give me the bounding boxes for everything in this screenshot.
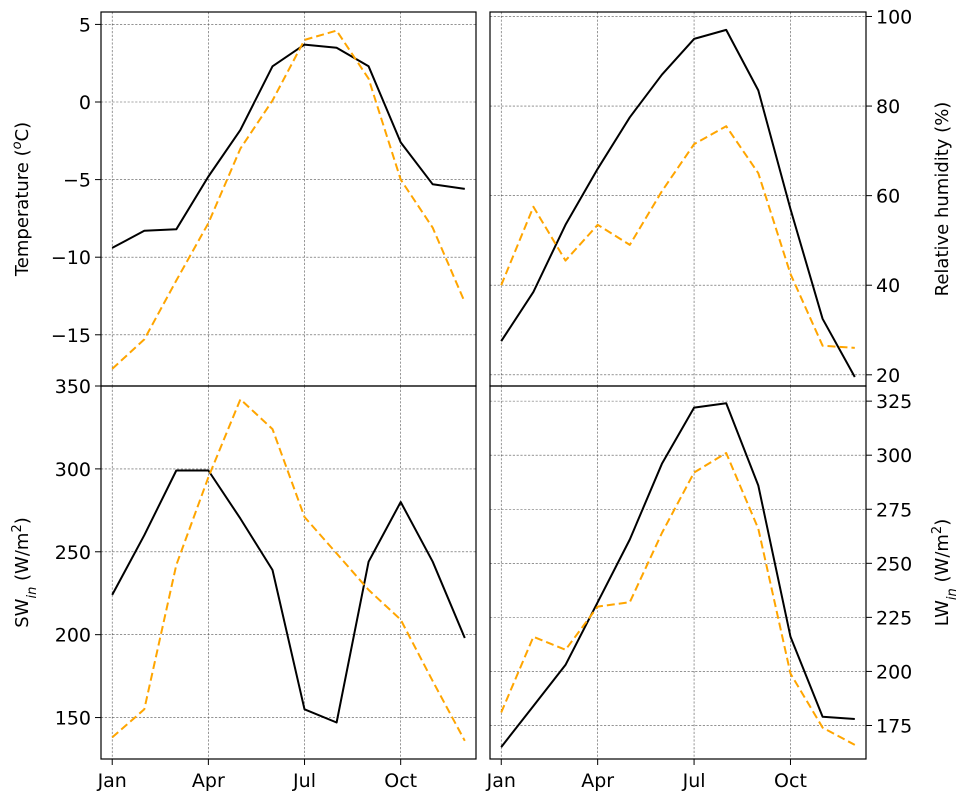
y-tick-label: 175 (876, 715, 912, 737)
y-tick-label: 200 (876, 661, 912, 683)
y-tick-label: 350 (55, 376, 91, 398)
x-tick-label: Jan (97, 770, 127, 792)
x-tick-label: Jan (486, 770, 516, 792)
x-tick-label: Jul (292, 770, 316, 792)
y-tick-label: 0 (79, 92, 91, 114)
y-tick-label: 250 (55, 542, 91, 564)
x-tick-label: Apr (192, 770, 225, 792)
y-tick-label: −10 (51, 247, 91, 269)
panel-bottom-right: 325 300 275 250 225 200 175 Jan Apr Jul Oct LWin (W… (486, 385, 956, 792)
series-line-dashed (500, 125, 855, 349)
axes-frame (489, 11, 867, 387)
y-tick-label: 250 (876, 553, 912, 575)
x-tick-label: Oct (384, 770, 417, 792)
y-tick-label: 100 (876, 6, 912, 28)
y-tick-label: 275 (876, 499, 912, 521)
series-line-solid (111, 43, 465, 249)
series-line-solid (111, 469, 466, 724)
series-line-dashed (111, 398, 466, 742)
x-tick-label: Jul (682, 770, 706, 792)
series-line-solid (500, 402, 855, 748)
y-tick-label: 20 (876, 365, 900, 387)
y-tick-label: 300 (55, 459, 91, 481)
series-line-dashed (111, 29, 466, 370)
axes-frame (489, 385, 867, 760)
y-tick-label: 150 (55, 708, 91, 730)
y-tick-label: 40 (876, 275, 900, 297)
y-tick-label: 5 (79, 14, 91, 36)
series-line-dashed (500, 452, 856, 746)
y-axis-label: Temperature (oC) (10, 122, 34, 277)
y-tick-label: −5 (63, 170, 91, 192)
panel-bottom-left: 350 300 250 200 150 Jan Apr Jul Oct SWin (W/m2) (10, 376, 477, 792)
y-tick-label: 325 (876, 391, 912, 413)
y-tick-label: 200 (55, 625, 91, 647)
y-axis-label: SWin (W/m2) (10, 517, 40, 628)
y-tick-label: 80 (876, 96, 900, 118)
y-tick-label: 60 (876, 186, 900, 208)
y-axis-label: Relative humidity (%) (932, 102, 953, 297)
y-tick-label: 225 (876, 607, 912, 629)
x-tick-label: Apr (581, 770, 614, 792)
axes-frame (100, 385, 477, 760)
panel-top-left: 5 0 −5 −10 −15 Temperature (oC) (10, 11, 477, 387)
y-axis-label: LWin (W/m2) (930, 519, 956, 627)
x-tick-label: Oct (774, 770, 807, 792)
y-tick-label: 300 (876, 445, 912, 467)
y-tick-label: −15 (51, 325, 91, 347)
panel-top-right: 100 80 60 40 20 Relative humidity (%) (489, 6, 953, 387)
series-line-solid (500, 28, 856, 378)
